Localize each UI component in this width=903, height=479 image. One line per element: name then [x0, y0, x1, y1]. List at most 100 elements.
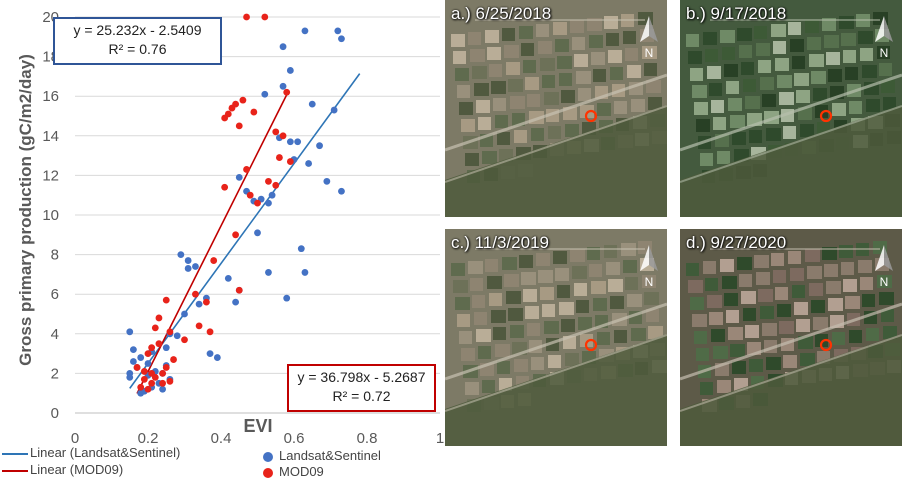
x-axis-title: EVI: [243, 416, 272, 436]
field-plot: [741, 291, 756, 304]
field-plot: [482, 151, 497, 164]
field-plot: [737, 28, 752, 41]
landsat-point: [316, 142, 323, 150]
field-plot: [493, 98, 506, 111]
field-plot: [606, 33, 619, 46]
field-plot: [485, 259, 498, 272]
field-plot: [800, 353, 815, 366]
mod09-point: [155, 314, 163, 322]
mod09-point: [148, 344, 156, 352]
field-plot: [557, 56, 572, 69]
landsat-point: [338, 35, 345, 43]
field-plot: [813, 317, 828, 330]
field-plot: [591, 52, 605, 65]
field-plot: [826, 281, 841, 294]
mod09-point: [162, 296, 170, 304]
field-plot: [576, 71, 591, 84]
x-tick-label: 0.6: [284, 430, 305, 447]
field-plot: [527, 323, 540, 336]
satellite-image-b: b.) 9/17/2018 N: [680, 0, 902, 217]
mod09-point: [279, 132, 287, 140]
landsat-point: [126, 328, 134, 336]
landsat-point: [334, 27, 342, 35]
mod09-point: [140, 375, 148, 383]
field-plot: [756, 43, 770, 56]
field-plot: [587, 247, 600, 260]
field-plot: [559, 302, 574, 315]
field-plot: [862, 65, 877, 78]
field-plot: [826, 52, 840, 65]
field-plot: [542, 304, 555, 317]
field-plot: [610, 296, 624, 309]
road: [680, 334, 902, 412]
field-plot: [623, 260, 637, 273]
field-plot: [760, 77, 774, 90]
legend-dot-swatch: [263, 451, 273, 462]
landsat-point: [283, 294, 291, 302]
field-plot: [722, 47, 735, 60]
field-plot: [749, 359, 763, 372]
mod09-point: [155, 340, 163, 348]
landsat-equation: y = 25.232x - 2.5409: [73, 22, 202, 38]
field-plot: [606, 262, 620, 275]
field-plot: [686, 34, 699, 47]
field-plot: [495, 344, 510, 357]
field-plot: [521, 43, 534, 56]
landsat-point: [184, 257, 192, 264]
field-plot: [565, 124, 579, 137]
mod09-point: [151, 373, 159, 381]
north-arrow-icon: N: [875, 16, 893, 60]
mod09-point: [261, 13, 269, 21]
field-plot: [591, 281, 606, 294]
field-plot: [461, 348, 475, 361]
field-plot: [696, 348, 709, 361]
field-plot: [502, 257, 517, 270]
field-plot: [828, 298, 843, 311]
field-plot: [811, 300, 825, 313]
field-plot: [474, 312, 487, 325]
field-plot: [508, 308, 523, 321]
lower-land-area: [445, 334, 667, 446]
field-plot: [881, 309, 894, 322]
field-plot: [728, 98, 742, 111]
field-plot: [692, 314, 707, 327]
field-plot: [593, 298, 607, 311]
field-plot: [858, 260, 872, 273]
field-plot: [824, 35, 839, 48]
field-plot: [739, 45, 752, 58]
sample-location-marker: [819, 338, 833, 352]
field-plot: [493, 327, 506, 340]
field-plot: [705, 278, 718, 291]
data-points: [126, 13, 345, 397]
field-plot: [773, 270, 786, 283]
field-plot: [487, 47, 501, 60]
field-plot: [862, 294, 875, 307]
mod09-point: [283, 88, 291, 96]
field-plot: [779, 321, 794, 334]
field-plot: [597, 332, 610, 345]
field-plot: [792, 56, 805, 69]
field-plot: [696, 119, 710, 132]
mod09-point: [195, 322, 203, 330]
field-plot: [565, 353, 579, 366]
x-tick-label: 0: [71, 430, 79, 447]
landsat-trendline: [129, 73, 361, 389]
field-plot: [771, 24, 786, 37]
field-plot: [722, 276, 737, 289]
landsat-point: [235, 173, 243, 181]
field-plot: [491, 310, 506, 323]
field-plot: [832, 332, 845, 345]
landsat-point: [144, 360, 152, 367]
field-plot: [805, 20, 819, 33]
landsat-point: [338, 187, 345, 195]
legend-linear-mod09: Linear (MOD09): [2, 462, 123, 477]
field-plot: [587, 18, 602, 31]
y-tick-label: 4: [51, 326, 59, 343]
field-plot: [468, 32, 481, 45]
landsat-point: [297, 245, 305, 253]
field-plot: [790, 268, 804, 281]
x-tick-label: 0.2: [138, 430, 159, 447]
field-plot: [700, 382, 713, 395]
field-plot: [521, 272, 536, 285]
landsat-point: [181, 310, 188, 318]
